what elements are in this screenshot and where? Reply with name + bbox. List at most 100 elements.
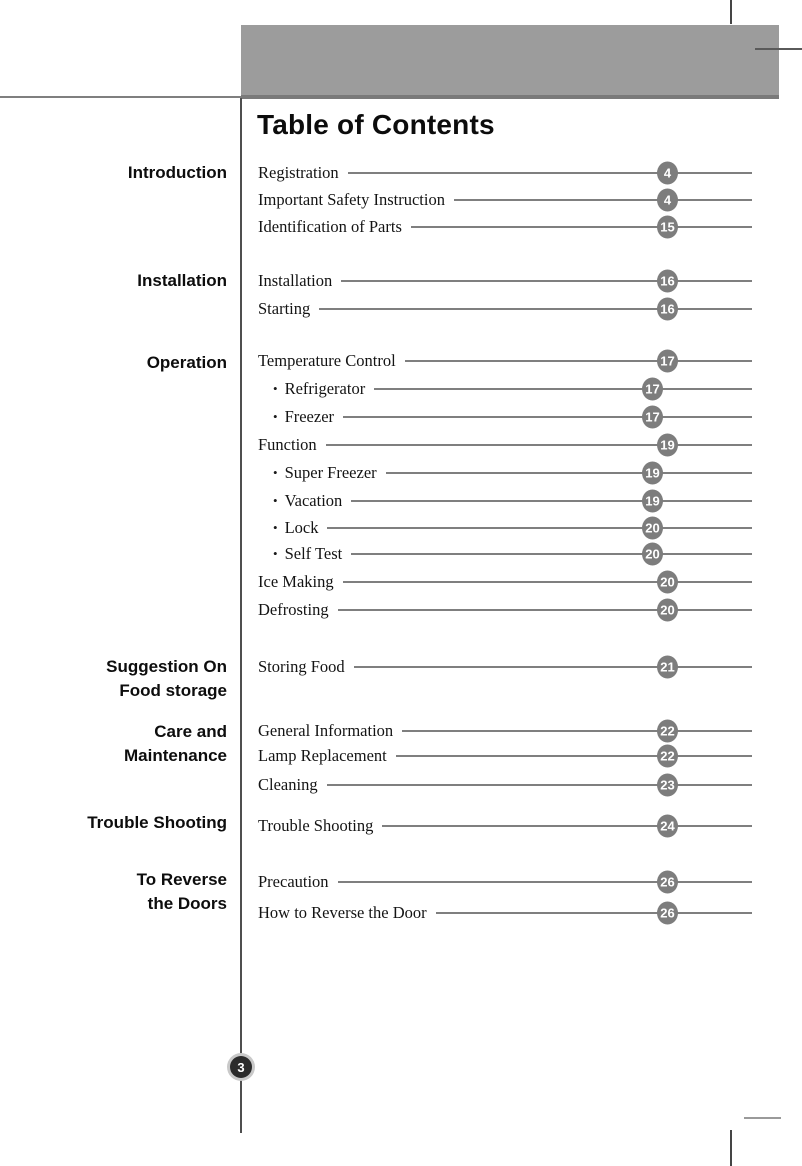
toc-entry: • Refrigerator 17 xyxy=(258,377,752,401)
toc-entry-label: Lock xyxy=(284,518,319,537)
section-label-line: Care and xyxy=(154,722,227,741)
toc-entry: Cleaning 23 xyxy=(258,773,752,797)
section-label-line: Operation xyxy=(146,353,227,372)
toc-entry: • Self Test 20 xyxy=(258,542,752,566)
toc-entry: Trouble Shooting 24 xyxy=(258,814,752,838)
section-label-line: Trouble Shooting xyxy=(87,813,227,832)
page-number-badge: 15 xyxy=(657,215,678,239)
page-number-badge: 23 xyxy=(657,773,678,797)
page-number-badge: 17 xyxy=(642,377,663,401)
crop-mark-top-right-horizontal xyxy=(755,48,802,50)
toc-entry-label: Identification of Parts xyxy=(258,217,402,236)
toc-entry: Temperature Control 17 xyxy=(258,349,752,373)
page-number-badge: 19 xyxy=(642,489,663,513)
page-number-badge: 22 xyxy=(657,719,678,743)
toc-entry-label: General Information xyxy=(258,721,394,740)
toc-entry: Starting 16 xyxy=(258,297,752,321)
leader-line xyxy=(341,280,752,282)
section-label-installation: Installation xyxy=(0,269,227,293)
toc-entry: Installation 16 xyxy=(258,269,752,293)
toc-entry-label: Refrigerator xyxy=(284,379,366,398)
toc-entry-label: Starting xyxy=(258,299,311,318)
toc-entry-label: Super Freezer xyxy=(284,463,377,482)
leader-line xyxy=(337,609,752,611)
toc-entry-label: Self Test xyxy=(284,544,343,563)
leader-line xyxy=(326,784,752,786)
toc-entry-label: Vacation xyxy=(284,491,343,510)
section-label-introduction: Introduction xyxy=(0,161,227,185)
page-number-badge: 21 xyxy=(657,655,678,679)
page-number-badge: 19 xyxy=(642,461,663,485)
toc-entry-label: Installation xyxy=(258,271,333,290)
page-number-badge: 17 xyxy=(642,405,663,429)
toc-entry-label: Defrosting xyxy=(258,600,329,619)
page-number-badge: 19 xyxy=(657,433,678,457)
bullet-icon: • xyxy=(273,465,278,480)
leader-line xyxy=(347,172,752,174)
page-number-badge: 16 xyxy=(657,297,678,321)
bullet-icon: • xyxy=(273,520,278,535)
toc-entry: Storing Food 21 xyxy=(258,655,752,679)
toc-entry: Identification of Parts 15 xyxy=(258,215,752,239)
leader-line xyxy=(374,388,752,390)
toc-entry: General Information 22 xyxy=(258,719,752,743)
toc-entry: • Vacation 19 xyxy=(258,489,752,513)
toc-entry-label: Storing Food xyxy=(258,657,345,676)
leader-line xyxy=(402,730,752,732)
leader-line xyxy=(395,755,752,757)
page-number-badge: 26 xyxy=(657,901,678,925)
footer-page-number: 3 xyxy=(230,1056,252,1078)
toc-entry-label: Registration xyxy=(258,163,339,182)
toc-entry: • Super Freezer 19 xyxy=(258,461,752,485)
toc-entry: Registration 4 xyxy=(258,161,752,185)
section-label-line: Installation xyxy=(137,271,227,290)
toc-entry: Important Safety Instruction 4 xyxy=(258,188,752,212)
section-label-line: To Reverse xyxy=(136,870,227,889)
section-label-line: Maintenance xyxy=(124,746,227,765)
section-label-suggestion-on-food-storage: Suggestion On Food storage xyxy=(0,655,227,703)
toc-entry: Function 19 xyxy=(258,433,752,457)
page-number-badge: 20 xyxy=(657,570,678,594)
leader-line xyxy=(319,308,752,310)
page-number-badge: 17 xyxy=(657,349,678,373)
toc-entry: Precaution 26 xyxy=(258,870,752,894)
crop-mark-bottom-right-horizontal xyxy=(744,1117,781,1119)
footer-page-badge: 3 xyxy=(227,1053,255,1081)
leader-line xyxy=(351,500,752,502)
toc-entry: How to Reverse the Door 26 xyxy=(258,901,752,925)
crop-mark-top-right-vertical xyxy=(730,0,732,24)
leader-line xyxy=(410,226,752,228)
bullet-icon: • xyxy=(273,493,278,508)
page-number-badge: 20 xyxy=(642,542,663,566)
bullet-icon: • xyxy=(273,546,278,561)
section-label-line: the Doors xyxy=(147,894,227,913)
toc-entry-label: How to Reverse the Door xyxy=(258,903,427,922)
page-number-badge: 4 xyxy=(657,188,678,212)
section-label-line: Introduction xyxy=(127,163,227,182)
page-number-badge: 22 xyxy=(657,744,678,768)
section-label-operation: Operation xyxy=(0,351,227,375)
toc-entry: • Freezer 17 xyxy=(258,405,752,429)
page-number-badge: 4 xyxy=(657,161,678,185)
toc-entry-label: Precaution xyxy=(258,872,329,891)
section-label-trouble-shooting: Trouble Shooting xyxy=(0,811,227,835)
section-label-line: Food storage xyxy=(119,681,227,700)
toc-entry-label: Temperature Control xyxy=(258,351,396,370)
header-banner xyxy=(241,25,779,99)
leader-line xyxy=(327,527,752,529)
bullet-icon: • xyxy=(273,381,278,396)
page-number-badge: 26 xyxy=(657,870,678,894)
toc-entry: Defrosting 20 xyxy=(258,598,752,622)
toc-entry-label: Ice Making xyxy=(258,572,334,591)
page-title: Table of Contents xyxy=(257,109,495,140)
leader-line xyxy=(351,553,752,555)
leader-line xyxy=(325,444,752,446)
toc-entry: Ice Making 20 xyxy=(258,570,752,594)
toc-entry-label: Function xyxy=(258,435,317,454)
leader-line xyxy=(385,472,752,474)
column-divider-rule xyxy=(240,98,242,1133)
toc-entry-label: Important Safety Instruction xyxy=(258,190,445,209)
toc-entry-label: Cleaning xyxy=(258,775,318,794)
page-number-badge: 20 xyxy=(657,598,678,622)
toc-entry-label: Lamp Replacement xyxy=(258,746,387,765)
